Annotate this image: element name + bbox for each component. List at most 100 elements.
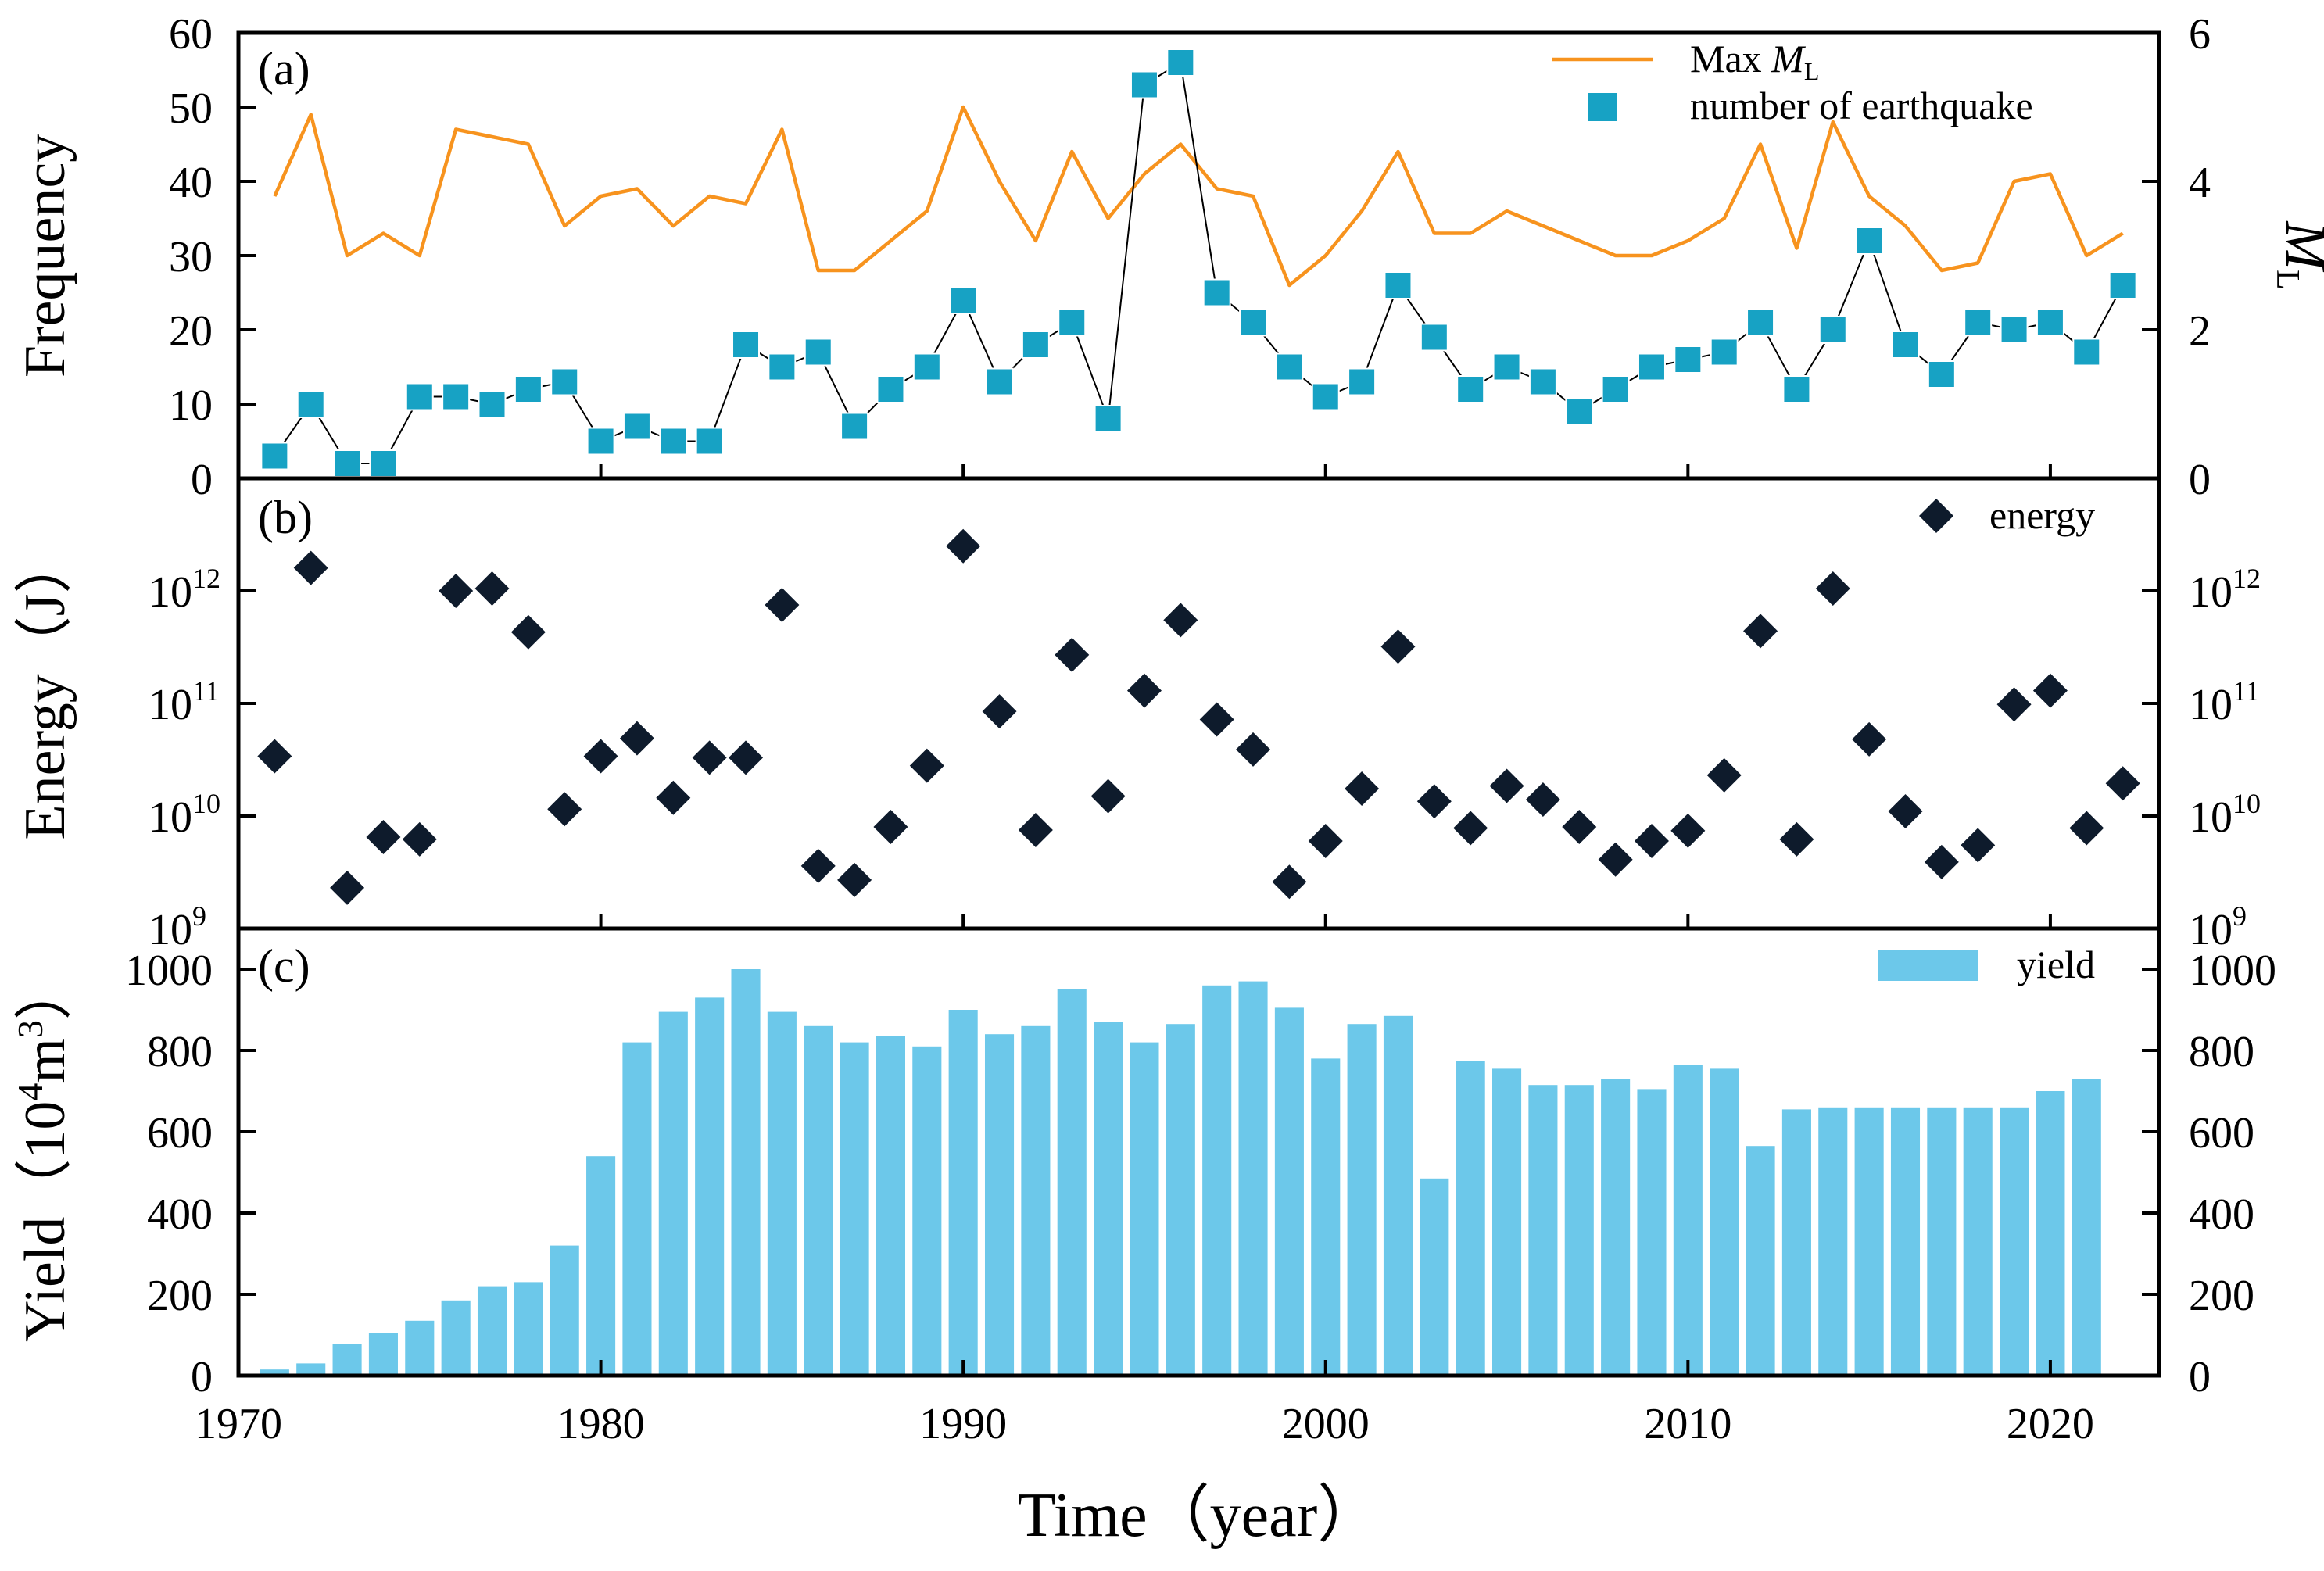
yield-bar <box>804 1025 833 1376</box>
energy-point <box>729 740 764 775</box>
earthquake-count-point <box>550 367 579 396</box>
earthquake-count-point <box>1964 308 1993 337</box>
panel-c-frame <box>236 926 2161 1378</box>
yield-bar <box>840 1042 869 1376</box>
x-axis-label: Time（year） <box>1018 1481 1380 1550</box>
y-tick-label-left: 200 <box>147 1272 213 1320</box>
energy-point <box>402 821 437 857</box>
panel-label-a: (a) <box>258 43 310 95</box>
energy-point <box>692 740 727 775</box>
energy-point <box>1743 614 1778 649</box>
earthquake-count-point <box>260 442 289 471</box>
energy-point <box>1961 828 1996 863</box>
tick-base: 10 <box>149 793 192 842</box>
tick-exponent: 10 <box>192 788 220 819</box>
y-tick-label-right: 600 <box>2189 1109 2254 1158</box>
x-tick-label: 2000 <box>1282 1400 1370 1448</box>
tick-base: 10 <box>2189 568 2233 617</box>
earthquake-count-point <box>1891 331 1920 359</box>
earthquake-count-point <box>1782 375 1811 403</box>
yield-bar <box>1890 1107 1921 1376</box>
x-tick-label: 1990 <box>919 1400 1007 1448</box>
earthquake-count-point <box>1202 278 1231 307</box>
tick-base: 10 <box>2189 793 2233 842</box>
energy-point <box>1598 842 1633 877</box>
y-tick-label-right: 1012 <box>2189 563 2261 617</box>
energy-point <box>510 614 546 650</box>
legend-yield-swatch <box>1878 950 1978 981</box>
y-tick-label-left: 10 <box>169 381 213 430</box>
earthquake-count-point <box>622 412 651 441</box>
yield-bar <box>1021 1025 1051 1376</box>
yield-bar <box>1746 1146 1775 1376</box>
energy-point <box>1489 768 1524 803</box>
earthquake-count-point <box>478 390 507 418</box>
legend-earthquake-swatch <box>1588 93 1617 121</box>
y-tick-label-right: 1000 <box>2189 947 2276 995</box>
y-tick-label-right: 6 <box>2189 10 2211 59</box>
yield-bar <box>1564 1085 1594 1376</box>
panel-label-c: (c) <box>258 940 310 992</box>
yield-bar <box>1854 1107 1884 1376</box>
earthquake-count-point <box>1528 367 1557 396</box>
y-tick-label-left: 1011 <box>149 675 220 729</box>
energy-point <box>946 528 981 564</box>
tick-exponent: 11 <box>192 675 220 707</box>
earthquake-count-point <box>1094 405 1123 433</box>
energy-point <box>1670 813 1706 848</box>
yield-bar <box>1492 1068 1522 1376</box>
y-tick-label-right: 400 <box>2189 1190 2254 1239</box>
yield-bar <box>1202 985 1232 1376</box>
energy-point <box>547 792 582 827</box>
legend-max-ml-subscript: L <box>1804 57 1820 85</box>
legend-earthquake-label: number of earthquake <box>1690 84 2033 127</box>
tick-base: 10 <box>149 681 192 729</box>
earthquake-count-point <box>1927 360 1956 388</box>
yield-bar <box>1963 1107 1993 1376</box>
yield-bar <box>1781 1109 1811 1376</box>
earthquake-count-point <box>1746 308 1775 337</box>
earthquake-count-point <box>1420 323 1448 352</box>
earthquake-count-point <box>1456 375 1485 403</box>
earthquake-count-point <box>840 412 869 441</box>
x-tick-label: 2020 <box>2007 1400 2094 1448</box>
y-tick-label-left: 600 <box>147 1109 213 1158</box>
yield-label-sup1: 4 <box>10 1083 50 1101</box>
yield-bar <box>948 1010 978 1376</box>
yield-label-end: ） <box>13 962 77 1020</box>
yield-bar <box>1274 1007 1304 1376</box>
earthquake-count-point <box>333 449 362 478</box>
y-tick-label-right: 1010 <box>2189 788 2261 842</box>
y-tick-label-left: 1000 <box>125 947 213 995</box>
yield-bar <box>1818 1107 1848 1376</box>
tick-exponent: 11 <box>2233 675 2260 707</box>
energy-point <box>1852 721 1887 757</box>
yield-label-main: Yield（10 <box>13 1101 77 1342</box>
earthquake-count-point <box>2108 271 2137 299</box>
yield-bar <box>1710 1068 1739 1376</box>
tick-exponent: 12 <box>2233 563 2261 594</box>
energy-point <box>1416 784 1452 819</box>
legend-energy-label: energy <box>1989 493 2095 537</box>
earthquake-count-point <box>1565 397 1594 426</box>
y-tick-label-right: 0 <box>2189 456 2211 504</box>
energy-point <box>1562 809 1597 844</box>
earthquake-count-point <box>659 427 688 456</box>
earthquake-count-point <box>1855 227 1884 255</box>
yield-bar <box>1601 1079 1631 1376</box>
x-tick-label: 2010 <box>1644 1400 1731 1448</box>
energy-point <box>1090 778 1126 814</box>
yield-bar <box>441 1300 471 1376</box>
earthquake-count-point <box>1239 308 1268 337</box>
yield-bar <box>1528 1085 1558 1376</box>
earthquake-count-point <box>768 352 797 381</box>
energy-point <box>1199 702 1234 737</box>
y-tick-label-left: 20 <box>169 307 213 356</box>
earthquake-count-point <box>1818 316 1847 344</box>
yield-bar <box>1673 1065 1703 1376</box>
x-tick-label: 1980 <box>557 1400 645 1448</box>
earthquake-count-point <box>1130 70 1158 99</box>
earthquake-count-point <box>1311 382 1340 411</box>
yield-bar <box>984 1034 1015 1376</box>
